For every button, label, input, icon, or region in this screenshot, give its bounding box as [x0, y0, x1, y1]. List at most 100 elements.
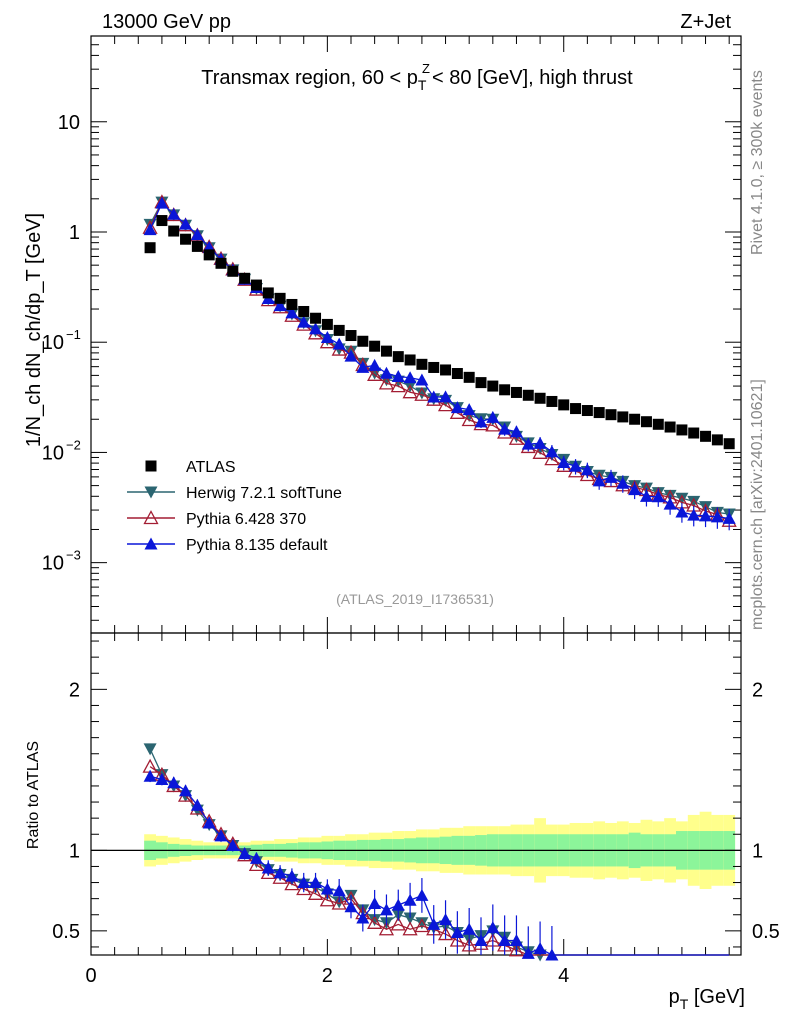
y-tick-label-exp: −2 — [66, 437, 81, 452]
legend-marker — [144, 537, 158, 550]
ratio-point — [414, 918, 430, 933]
analysis-id: (ATLAS_2019_I1736531) — [336, 591, 494, 607]
legend-marker — [144, 486, 158, 499]
main-point — [461, 412, 477, 427]
ratio-point — [378, 921, 395, 936]
legend-label: Pythia 8.135 default — [186, 537, 328, 554]
y-tick-label-main: 10 — [42, 553, 64, 575]
atlas-point — [558, 399, 570, 411]
plot-title: Transmax region, 60 < pT < 80 [GeV], hig… — [201, 67, 633, 93]
energy-label: 13000 GeV pp — [102, 11, 231, 33]
legend: ATLAS Herwig 7.2.1 softTune Pythia 6.428 3… — [127, 459, 342, 554]
x-axis-label-sub: T — [680, 996, 689, 1012]
y-tick-label-ratio: 0.5 — [52, 921, 80, 943]
y-tick-label-ratio: 1 — [69, 840, 80, 862]
ratio-point — [248, 856, 265, 871]
y-tick-label-main: 10 — [42, 442, 64, 464]
atlas-point — [510, 386, 522, 398]
ratio-point — [437, 926, 454, 941]
atlas-point — [392, 351, 404, 363]
atlas-point — [534, 392, 546, 404]
atlas-point — [239, 272, 251, 284]
ratio-series-group — [142, 743, 730, 962]
ratio-point — [319, 892, 335, 907]
atlas-point — [640, 416, 652, 428]
atlas-point — [451, 368, 463, 380]
atlas-point — [180, 233, 192, 245]
ratio-point — [296, 881, 312, 896]
main-point — [402, 384, 418, 399]
atlas-point — [499, 384, 511, 396]
atlas-point — [321, 318, 333, 330]
atlas-point — [605, 409, 617, 421]
y-tick-label-main: 10 — [58, 112, 80, 134]
x-axis-label-p: p — [669, 986, 680, 1008]
atlas-point — [700, 430, 712, 442]
legend-label: Pythia 6.428 370 — [186, 511, 306, 528]
ratio-panel-frame — [90, 632, 742, 956]
main-point — [532, 444, 548, 459]
plot-title-main: Transmax region, 60 < p — [201, 67, 418, 89]
atlas-point — [652, 418, 664, 430]
atlas-point — [333, 324, 345, 336]
atlas-point — [191, 240, 203, 252]
y-tick-label-ratio-right: 2 — [752, 679, 763, 701]
x-tick-label: 0 — [85, 965, 96, 987]
x-axis-label-unit: [GeV] — [688, 986, 745, 1008]
atlas-point — [428, 361, 440, 373]
process-label: Z+Jet — [680, 11, 731, 33]
atlas-point — [440, 364, 452, 376]
y-tick-label-main: 1 — [69, 222, 80, 244]
rivet-label: Rivet 4.1.0, ≥ 300k events — [749, 70, 766, 255]
y-tick-label-exp: −3 — [66, 548, 81, 563]
atlas-point — [203, 249, 215, 261]
atlas-point — [345, 330, 357, 342]
atlas-point — [475, 377, 487, 389]
legend-marker — [143, 510, 159, 525]
ratio-point — [143, 769, 157, 782]
plot-title-rest: < 80 [GeV], high thrust — [426, 67, 633, 89]
y-tick-label-main: 10 — [42, 332, 64, 354]
ratio-point — [367, 914, 383, 929]
atlas-point — [274, 292, 286, 304]
atlas-point — [629, 413, 641, 425]
main-point — [367, 366, 383, 381]
y-tick-label-ratio-right: 1 — [752, 840, 763, 862]
main-point — [508, 430, 525, 445]
legend-label: Herwig 7.2.1 softTune — [186, 485, 342, 502]
atlas-point — [156, 215, 168, 227]
atlas-point — [357, 335, 369, 347]
atlas-point — [168, 225, 180, 237]
ratio-point — [390, 916, 406, 931]
main-series-line — [149, 201, 730, 520]
atlas-point — [144, 242, 156, 254]
atlas-point — [227, 265, 239, 277]
x-axis-label: pT [GeV] — [669, 986, 745, 1012]
atlas-point — [688, 427, 700, 439]
ratio-point — [307, 885, 324, 900]
atlas-point — [617, 411, 629, 423]
ratio-uncertainty-band — [91, 811, 741, 889]
ratio-point — [508, 942, 525, 957]
atlas-point — [262, 287, 274, 299]
atlas-point — [310, 312, 322, 324]
atlas-point — [215, 257, 227, 269]
main-series-line — [149, 200, 730, 515]
atlas-point — [369, 340, 381, 352]
atlas-point — [570, 403, 582, 415]
atlas-point — [487, 380, 499, 392]
atlas-point — [723, 438, 735, 450]
y-tick-label-exp: −1 — [66, 327, 81, 342]
main-point — [378, 375, 395, 390]
atlas-point — [416, 358, 428, 370]
atlas-point — [298, 305, 310, 317]
main-series-group — [142, 194, 737, 531]
x-tick-label: 2 — [322, 965, 333, 987]
legend-marker — [145, 460, 157, 472]
plot-title-sub: T — [418, 77, 427, 93]
atlas-point — [664, 421, 676, 433]
atlas-point — [711, 434, 723, 446]
atlas-point — [546, 395, 558, 407]
